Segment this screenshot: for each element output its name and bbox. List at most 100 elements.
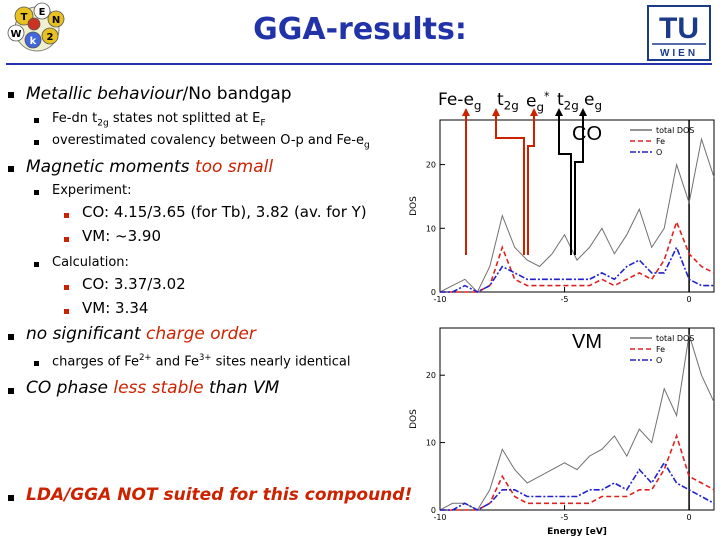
- bullet-text: overestimated covalency between O-p and …: [52, 133, 364, 148]
- y-tick-label: 10: [426, 224, 436, 233]
- logo-letter: N: [52, 15, 60, 26]
- annotation-arrow-head: [492, 108, 500, 116]
- series-line-total-dos: [439, 137, 715, 293]
- bullet-marker: [8, 166, 14, 172]
- plot-frame: [439, 327, 715, 511]
- bullet-co-exp: CO: 4.15/3.65 (for Tb), 3.82 (av. for Y): [82, 203, 367, 221]
- label-subscript: g: [594, 98, 603, 113]
- annotation-arrow-head: [462, 108, 470, 116]
- bullet-subscript: 2g: [97, 118, 109, 129]
- y-axis-label: DOS: [409, 196, 419, 216]
- series-line-o: [440, 461, 715, 511]
- bullet-superscript: 3+: [199, 352, 212, 362]
- bullet-calculation: Calculation:: [52, 255, 129, 270]
- bullet-text: Metallic behaviour: [26, 84, 183, 104]
- label-superscript: *: [544, 90, 550, 103]
- label-text: e: [526, 91, 537, 112]
- bullet-marker: [64, 213, 69, 218]
- bullet-vm-exp: VM: ~3.90: [82, 227, 161, 245]
- logo-letter: k: [30, 36, 37, 47]
- label-t2g: t2g: [497, 90, 519, 112]
- bullet-charges: charges of Fe2+ and Fe3+ sites nearly id…: [52, 352, 351, 369]
- bullet-list: Metallic behaviour/No bandgap Fe-dn t2g …: [8, 84, 413, 505]
- bullet-text: too small: [194, 157, 274, 177]
- bullet-experiment: Experiment:: [52, 183, 132, 198]
- label-subscript: 2g: [503, 98, 519, 113]
- y-tick-label: 0: [431, 288, 436, 297]
- legend-entry: O: [656, 356, 662, 365]
- logo-letter: W: [10, 29, 21, 40]
- bullet-marker: [64, 309, 69, 314]
- panel-label: CO: [572, 123, 602, 145]
- label-eg-b: eg: [584, 90, 602, 112]
- bullet-marker: [8, 334, 14, 340]
- logo-ball-k: [24, 31, 42, 49]
- tu-wien-logo: TU WIEN: [647, 5, 711, 61]
- bullet-magnetic: Magnetic moments too small: [26, 157, 273, 177]
- label-t2g-b: t2g: [557, 90, 579, 112]
- label-text: t: [557, 90, 564, 110]
- bullet-metallic: Metallic behaviour/No bandgap: [26, 84, 292, 104]
- bullet-subscript: F: [260, 118, 266, 129]
- bullet-marker: [64, 285, 69, 290]
- bullet-co-phase: CO phase less stable than VM: [26, 378, 279, 398]
- annotation-arrow: [574, 110, 584, 255]
- bullet-text: Fe-dn t: [52, 111, 98, 126]
- y-tick-label: 20: [426, 161, 436, 170]
- series-line-fe: [440, 433, 715, 511]
- bullet-marker: [34, 140, 39, 145]
- label-subscript: g: [536, 100, 545, 115]
- bullet-marker: [8, 92, 14, 98]
- logo-letter: 2: [47, 32, 54, 43]
- bullet-marker: [8, 388, 14, 394]
- bullet-fe-dn: Fe-dn t2g states not splitted at EF: [52, 111, 266, 129]
- bullet-conclusion: LDA/GGA NOT suited for this compound!: [26, 485, 413, 505]
- y-tick-label: 20: [426, 371, 436, 380]
- label-subscript: 2g: [563, 98, 579, 113]
- bullet-marker: [8, 495, 14, 501]
- slide-title: GGA-results:: [253, 12, 467, 47]
- logo-ball-2: [41, 27, 59, 45]
- bullet-marker: [34, 361, 39, 366]
- bullet-text: than VM: [203, 378, 280, 398]
- bullet-subscript: g: [363, 140, 370, 151]
- annotation-arrow-head: [555, 108, 563, 116]
- bullet-vm-calc: VM: 3.34: [82, 299, 149, 317]
- bullet-covalency: overestimated covalency between O-p and …: [52, 133, 370, 151]
- legend-entry: total DOS: [656, 126, 694, 135]
- series-line-fe: [440, 219, 715, 293]
- logo-wien-text: WIEN: [660, 48, 698, 59]
- annotation-arrow: [495, 110, 525, 255]
- x-tick-label: 0: [687, 295, 692, 304]
- bullet-text: CO phase: [26, 378, 114, 398]
- logo-tu-text: TU: [659, 12, 699, 45]
- bullet-text: less stable: [113, 378, 204, 398]
- x-tick-label: -10: [433, 295, 446, 304]
- panel-label: VM: [572, 331, 602, 353]
- series-line-o: [440, 245, 714, 293]
- wien2k-logo: T E W N 2 k: [7, 2, 65, 52]
- x-tick-label: -5: [561, 513, 569, 522]
- annotation-arrow-head: [530, 108, 538, 116]
- logo-ball-w: [7, 24, 25, 42]
- label-subscript: g: [473, 98, 482, 113]
- title-rule: [6, 63, 712, 65]
- label-text: e: [584, 90, 595, 110]
- logo-letter: T: [21, 12, 28, 23]
- bullet-text: charges of Fe: [52, 354, 140, 370]
- bullet-charge-order: no significant charge order: [26, 324, 256, 344]
- bullet-text: /No bandgap: [182, 84, 292, 104]
- annotation-arrow-head: [579, 108, 587, 116]
- bullet-text: states not splitted at E: [108, 111, 261, 126]
- annotation-arrow: [558, 110, 572, 255]
- plot-frame: [439, 119, 715, 293]
- legend-entry: Fe: [656, 345, 665, 354]
- bullet-marker: [34, 190, 39, 195]
- bullet-text: no significant: [26, 324, 147, 344]
- label-eg-star: eg*: [526, 90, 550, 114]
- y-tick-label: 10: [426, 439, 436, 448]
- logo-ball-e: [33, 2, 51, 20]
- x-axis-label: Energy [eV]: [547, 527, 607, 537]
- y-tick-label: 0: [431, 506, 436, 515]
